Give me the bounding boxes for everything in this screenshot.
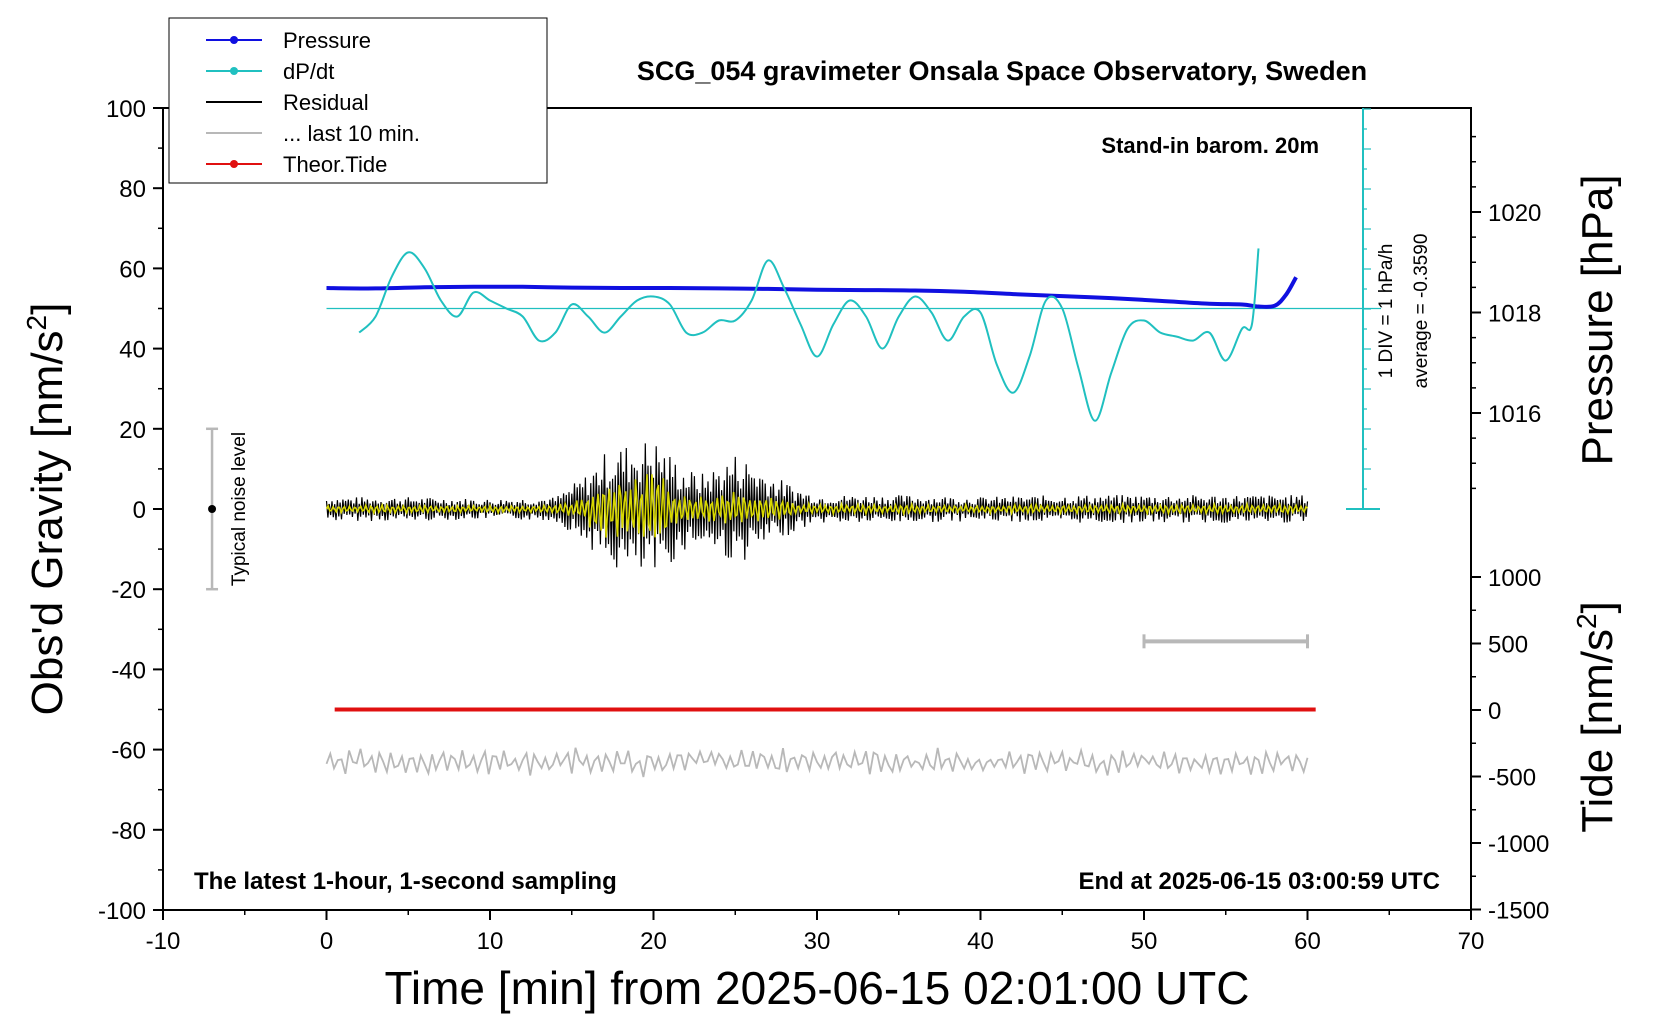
tide-tick-label: -500 (1488, 765, 1536, 792)
y-tick-label: 100 (106, 96, 146, 123)
x-tick-label: 40 (967, 928, 994, 955)
x-tick-label: 0 (320, 928, 333, 955)
noise-level-annotation: Typical noise level (229, 432, 250, 586)
x-tick-label: 20 (640, 928, 667, 955)
y-axis-label-left-superscript: 2 (21, 315, 52, 331)
tide-tick-label: 0 (1488, 698, 1501, 725)
tide-tick-label: 1000 (1488, 565, 1541, 592)
noise-level-center-dot (208, 505, 217, 513)
legend: Pressure dP/dt Residual ... last 10 min. The… (168, 17, 548, 184)
series-last10-line (325, 746, 1309, 778)
average-annotation: average = -0.3590 (1411, 234, 1432, 389)
y-tick-label: 20 (119, 417, 146, 444)
x-axis-label: Time [min] from 2025-06-15 02:01:00 UTC (385, 962, 1250, 1014)
chart-title: SCG_054 gravimeter Onsala Space Observat… (637, 56, 1367, 86)
pressure-tick-label: 1020 (1488, 200, 1541, 227)
axes-layer: -10 0 10 20 30 40 50 60 70-100-80-60-40-20020406… (98, 96, 1549, 955)
tide-tick-label: 500 (1488, 632, 1528, 659)
legend-entry-label: Theor.Tide (283, 152, 387, 177)
y-tick-label: 80 (119, 176, 146, 203)
y-tick-label: 60 (119, 256, 146, 283)
y-tick-label: -80 (111, 818, 146, 845)
bottom-left-annotation: The latest 1-hour, 1-second sampling (194, 868, 617, 895)
y-tick-label: 40 (119, 337, 146, 364)
legend-entry-label: ... last 10 min. (283, 121, 420, 146)
y-axis-label-left: Obs'd Gravity [nm/s2] (21, 303, 72, 716)
legend-box (168, 17, 548, 184)
series-pressure-line (326, 276, 1298, 309)
tide-tick-label: -1000 (1488, 831, 1549, 858)
x-tick-label: -10 (146, 928, 181, 955)
legend-swatch-marker (230, 160, 238, 168)
legend-entry-label: Residual (283, 90, 369, 115)
legend-swatch-marker (230, 67, 238, 75)
legend-entry-label: dP/dt (283, 59, 334, 84)
x-tick-label: 60 (1294, 928, 1321, 955)
series-dpdt-line (358, 248, 1260, 422)
y-tick-label: -100 (98, 898, 146, 925)
series-residual-smoothed-line (325, 474, 1308, 538)
tide-tick-label: -1500 (1488, 898, 1549, 925)
x-tick-label: 30 (804, 928, 831, 955)
x-tick-label: 50 (1131, 928, 1158, 955)
y-tick-label: 0 (133, 497, 146, 524)
scale-annotation: 1 DIV = 1 hPa/h (1376, 244, 1397, 379)
y-tick-label: -20 (111, 577, 146, 604)
bottom-right-annotation: End at 2025-06-15 03:00:59 UTC (1079, 868, 1441, 895)
legend-swatch-marker (230, 36, 238, 44)
pressure-tick-label: 1016 (1488, 401, 1541, 428)
y-tick-label: -40 (111, 657, 146, 684)
series-residual-line (325, 443, 1309, 568)
x-tick-label: 10 (477, 928, 504, 955)
barometer-annotation: Stand-in barom. 20m (1101, 133, 1319, 158)
y-tick-label: -60 (111, 738, 146, 765)
x-tick-label: 70 (1458, 928, 1485, 955)
series-layer (206, 108, 1381, 778)
y-axis-label-pressure: Pressure [hPa] (1573, 174, 1622, 465)
legend-entry-label: Pressure (283, 28, 371, 53)
pressure-tick-label: 1018 (1488, 301, 1541, 328)
y-axis-label-tide-superscript: 2 (1571, 613, 1602, 629)
y-axis-label-tide: Tide [nm/s2] (1571, 601, 1622, 833)
